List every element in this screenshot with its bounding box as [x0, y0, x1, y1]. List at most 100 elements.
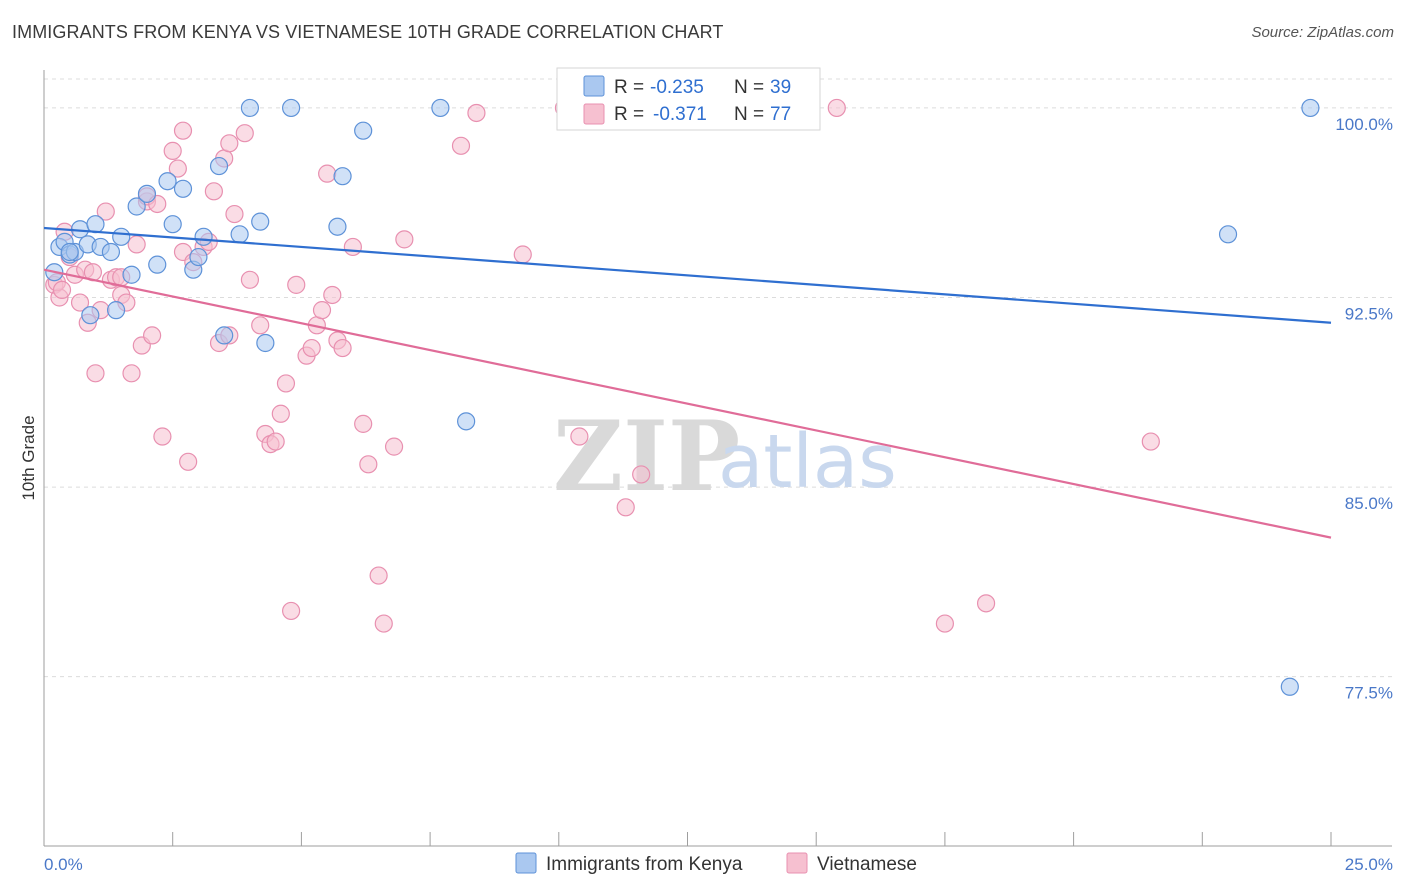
- kenya-point: [101, 242, 121, 262]
- kenya-point: [333, 167, 352, 186]
- vietnamese-point: [513, 245, 532, 264]
- bottom-legend-label-vietnamese: Vietnamese: [817, 854, 917, 875]
- grid-lines: [44, 78, 1392, 678]
- legend-n-value-2: 77: [770, 104, 791, 125]
- kenya-point: [1280, 677, 1299, 696]
- kenya-point: [282, 98, 301, 118]
- kenya-point: [240, 98, 260, 118]
- kenya-point: [1301, 98, 1320, 118]
- kenya-point: [230, 225, 249, 244]
- kenya-point: [209, 156, 229, 176]
- kenya-point: [173, 179, 193, 198]
- vietnamese-point: [276, 374, 296, 393]
- vietnamese-trend-line: [43, 268, 1332, 539]
- vietnamese-point: [318, 164, 337, 183]
- vietnamese-point: [52, 280, 72, 300]
- vietnamese-point: [359, 455, 378, 474]
- vietnamese-point: [312, 301, 332, 320]
- kenya-point: [86, 215, 105, 234]
- vietnamese-point: [302, 338, 321, 358]
- kenya-point: [112, 227, 131, 246]
- x-tick-marks: [172, 832, 1332, 846]
- vietnamese-point: [935, 614, 955, 633]
- y-tick-label: 77.5%: [1345, 684, 1393, 703]
- vietnamese-point: [220, 134, 239, 153]
- bottom-legend-label-kenya: Immigrants from Kenya: [546, 854, 743, 875]
- vietnamese-point: [153, 427, 172, 446]
- kenya-point: [256, 333, 275, 353]
- vietnamese-point: [570, 427, 589, 446]
- kenya-point: [215, 326, 234, 345]
- vietnamese-point: [173, 121, 193, 140]
- x-tick-label: 25.0%: [1345, 855, 1393, 874]
- legend-r-value-2: -0.371: [653, 104, 707, 125]
- stats-legend: R = -0.235 N = 39 R = -0.371 N = 77: [556, 67, 821, 131]
- vietnamese-point: [86, 364, 105, 383]
- kenya-point: [1218, 225, 1238, 244]
- vietnamese-point: [369, 566, 388, 585]
- kenya-trend-line: [43, 226, 1332, 324]
- bottom-legend-swatch-kenya: [515, 852, 537, 874]
- bottom-legend-swatch-vietnamese: [786, 852, 808, 874]
- kenya-point: [163, 215, 182, 234]
- legend-r-label-1: R =: [614, 77, 644, 98]
- legend-r-label-2: R =: [614, 104, 644, 125]
- kenya-point: [158, 172, 177, 191]
- y-tick-labels: 100.0% 92.5% 85.0% 77.5%: [1335, 115, 1393, 703]
- legend-n-label-2: N =: [734, 104, 764, 125]
- vietnamese-point: [96, 202, 115, 221]
- vietnamese-point: [395, 230, 414, 249]
- vietnamese-point: [827, 98, 846, 118]
- vietnamese-point: [225, 204, 244, 224]
- kenya-point: [251, 212, 270, 231]
- vietnamese-point: [451, 136, 471, 155]
- kenya-point: [328, 217, 347, 236]
- kenya-point: [60, 242, 79, 262]
- y-tick-label: 85.0%: [1345, 494, 1393, 513]
- kenya-point: [127, 197, 146, 216]
- vietnamese-point: [240, 270, 260, 289]
- y-axis-title: 10th Grade: [19, 415, 38, 500]
- chart-title: IMMIGRANTS FROM KENYA VS VIETNAMESE 10TH…: [12, 22, 724, 42]
- y-tick-label: 100.0%: [1335, 115, 1393, 134]
- vietnamese-point: [122, 364, 141, 383]
- watermark-zip: ZIP: [553, 400, 740, 513]
- kenya-point: [457, 412, 476, 431]
- kenya-point: [137, 184, 157, 203]
- vietnamese-point: [235, 124, 254, 143]
- axes: [43, 70, 1392, 847]
- vietnamese-point: [976, 594, 996, 613]
- vietnamese-point: [127, 235, 146, 254]
- trend-lines: [43, 226, 1332, 539]
- kenya-point: [106, 301, 126, 320]
- kenya-point: [194, 227, 213, 246]
- kenya-point: [148, 255, 167, 274]
- vietnamese-point: [179, 452, 198, 471]
- vietnamese-point: [632, 465, 651, 484]
- vietnamese-point: [467, 103, 486, 123]
- kenya-point: [354, 121, 373, 140]
- vietnamese-point: [204, 182, 223, 201]
- vietnamese-point: [70, 293, 90, 312]
- vietnamese-point: [374, 614, 393, 633]
- watermark-atlas: atlas: [718, 419, 897, 505]
- vietnamese-point: [163, 141, 182, 160]
- vietnamese-point: [616, 498, 635, 517]
- source-label: Source: ZipAtlas.com: [1251, 24, 1394, 41]
- x-tick-label: 0.0%: [44, 855, 83, 874]
- vietnamese-point: [143, 326, 162, 345]
- vietnamese-point: [168, 159, 187, 178]
- vietnamese-point: [287, 275, 306, 294]
- legend-n-value-1: 39: [770, 77, 791, 98]
- series-legend: Immigrants from Kenya Vietnamese: [515, 852, 917, 875]
- vietnamese-point: [343, 237, 362, 257]
- series-vietnamese-points: [45, 98, 1160, 633]
- legend-r-value-1: -0.235: [650, 77, 704, 98]
- vietnamese-point: [333, 338, 352, 358]
- vietnamese-point: [251, 316, 270, 335]
- vietnamese-point: [271, 404, 290, 423]
- kenya-point: [189, 247, 208, 267]
- legend-swatch-vietnamese: [583, 103, 605, 125]
- y-tick-label: 92.5%: [1345, 304, 1393, 323]
